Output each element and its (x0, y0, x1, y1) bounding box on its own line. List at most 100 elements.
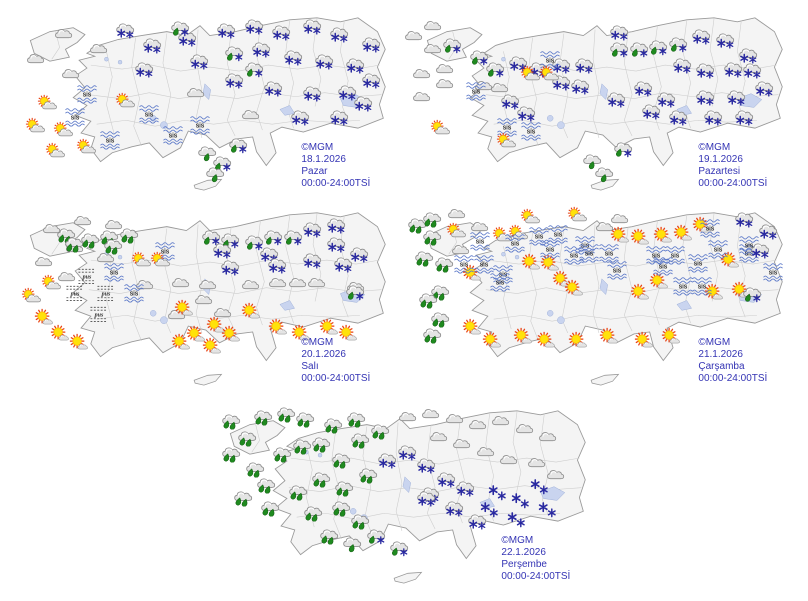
cloudy-icon (474, 441, 497, 460)
snow-icon (515, 102, 538, 122)
cloudy-icon (422, 39, 445, 58)
cloudy-icon (433, 73, 456, 92)
snow-icon (416, 455, 439, 474)
heavy-rain-icon (334, 478, 357, 497)
cloudy-icon (286, 272, 309, 291)
snow-icon (467, 511, 490, 530)
snow-icon (667, 106, 690, 126)
sunny-cloud-icon (519, 253, 542, 272)
sun-cloud-icon (430, 119, 453, 138)
heavy-rain-icon (244, 459, 267, 478)
fog-icon: SİS (597, 243, 620, 263)
fog-icon: SİS (574, 236, 597, 255)
svg-text:SİS: SİS (706, 225, 715, 232)
map-date: 20.1.2026 (301, 349, 346, 361)
cloudy-icon (410, 87, 433, 106)
sunny-cloud-icon (239, 303, 262, 322)
snow-icon (416, 488, 439, 507)
snow-icon (216, 20, 239, 39)
sleet-icon (212, 152, 235, 171)
sunny-cloud-icon (671, 224, 694, 243)
sleet-icon (169, 18, 192, 37)
snow-icon (738, 45, 761, 64)
fog-icon: SİS (488, 272, 511, 292)
snow-icon (726, 87, 749, 106)
heavy-rain-icon (350, 430, 373, 449)
svg-text:SİS: SİS (581, 243, 590, 250)
snow-icon (734, 209, 757, 228)
fog-icon: SİS (496, 118, 519, 137)
sleet-icon (667, 33, 690, 52)
cloudy-icon (396, 407, 419, 426)
snow-icon (753, 77, 776, 97)
cloudy-icon (196, 274, 219, 293)
snow-icon (243, 16, 266, 35)
svg-text:SİS: SİS (110, 270, 119, 277)
fog-icon: SİS (99, 131, 122, 150)
sunny-cloud-icon (68, 334, 91, 353)
cloudy-icon (467, 415, 490, 434)
sleet-icon (263, 226, 286, 245)
svg-text:pus: pus (101, 292, 111, 298)
forecast-panel-day5: ©MGM 22.1.2026 Perşembe 00:00-24:00TSİ (205, 401, 595, 593)
svg-text:SİS: SİS (554, 231, 563, 238)
svg-text:SİS: SİS (534, 233, 543, 240)
cloudy-icon (433, 58, 456, 77)
fog-icon: SİS (465, 81, 488, 101)
snow-icon (671, 54, 694, 74)
sunny-cloud-icon (539, 255, 562, 274)
sunny-cloud-icon (535, 332, 558, 351)
snow-icon (282, 47, 305, 66)
heavy-rain-icon (221, 411, 244, 430)
fog-icon: SİS (699, 218, 722, 238)
heavy-rain-icon (422, 324, 445, 344)
fog-icon: SİS (578, 243, 601, 263)
fog-icon: SİS (472, 255, 495, 274)
sun-cloud-icon (445, 222, 468, 241)
snow-icon (695, 87, 718, 106)
cloudy-icon (267, 272, 290, 291)
forecast-panel-day4: SİS SİS SİS SİS SİS SİS SİS SİS SİS SİS SİS SİS SİS S… (402, 203, 792, 395)
heavy-rain-icon (422, 209, 445, 228)
sunny-cloud-icon (173, 299, 196, 318)
svg-text:SİS: SİS (546, 247, 555, 254)
cloudy-icon (306, 272, 329, 291)
fog-icon: SİS (75, 85, 98, 104)
sun-cloud-icon (150, 251, 173, 270)
sunny-cloud-icon (660, 328, 683, 347)
svg-text:SİS: SİS (569, 252, 578, 259)
rain-icon (204, 164, 227, 183)
cloudy-icon (212, 303, 235, 322)
cloudy-icon (525, 453, 548, 472)
snow-icon (333, 253, 356, 273)
snow-icon (703, 106, 726, 126)
cloudy-icon (451, 434, 474, 453)
snow-icon (656, 89, 679, 108)
snow-icon (337, 81, 360, 101)
svg-text:SİS: SİS (679, 283, 688, 290)
heavy-rain-icon (433, 253, 456, 273)
cloudy-icon (449, 240, 472, 259)
cloudy-icon (593, 217, 616, 236)
snow-icon (313, 50, 336, 70)
fog-icon: SİS (671, 276, 694, 296)
sun-cloud-icon (44, 142, 67, 162)
map-day: Pazar (301, 166, 328, 178)
sleet-icon (220, 230, 243, 249)
svg-text:SİS: SİS (499, 272, 508, 279)
sunny-cloud-icon (185, 326, 208, 345)
heavy-rain-icon (311, 468, 334, 488)
snow-icon (396, 441, 419, 461)
sun-cloud-icon (52, 121, 75, 140)
svg-text:SİS: SİS (145, 111, 154, 118)
svg-text:SİS: SİS (129, 291, 138, 298)
cloudy-icon (490, 411, 513, 430)
cloudy-icon (87, 39, 110, 58)
map-copyright: ©MGM (698, 142, 731, 154)
heavy-rain-icon (275, 403, 298, 423)
svg-text:SİS: SİS (585, 250, 594, 257)
heavy-rain-icon (430, 282, 453, 301)
fog-icon: SİS (161, 125, 184, 145)
svg-text:SİS: SİS (71, 115, 80, 122)
map-day: Çarşamba (698, 361, 745, 373)
